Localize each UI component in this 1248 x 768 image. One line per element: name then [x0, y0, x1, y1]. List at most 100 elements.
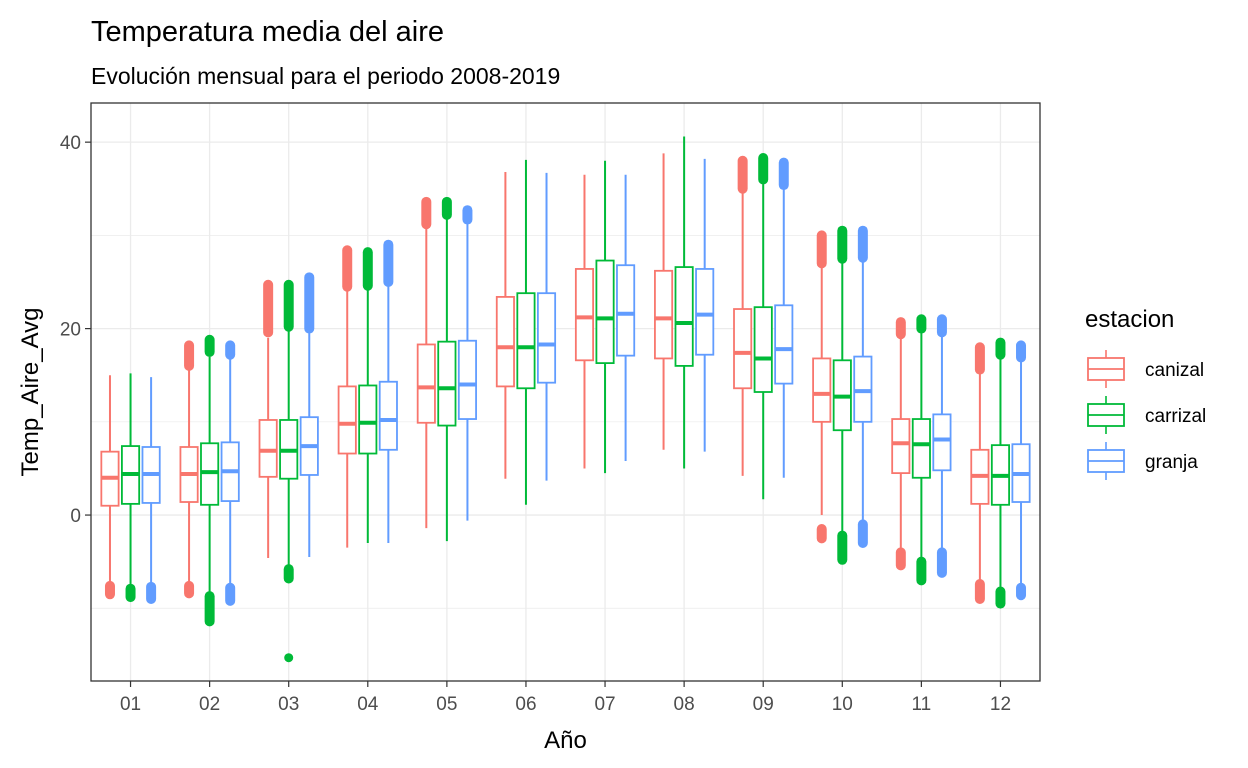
x-tick-label: 06	[515, 694, 536, 715]
chart-subtitle: Evolución mensual para el periodo 2008-2…	[91, 63, 560, 89]
x-axis-title: Año	[544, 727, 587, 754]
box-iqr	[378, 380, 398, 451]
x-tick-label: 09	[753, 694, 774, 715]
outlier-points	[146, 581, 157, 604]
panel-border	[90, 102, 1041, 682]
outlier-points	[816, 524, 827, 544]
outlier-points	[225, 340, 236, 360]
outlier-points	[816, 230, 827, 269]
box-iqr	[695, 268, 715, 356]
outlier-points	[383, 239, 394, 287]
series-carrizal	[121, 136, 1010, 663]
outlier-points	[778, 157, 789, 191]
series-canizal	[100, 153, 990, 604]
box-iqr	[337, 385, 357, 455]
box-iqr	[516, 292, 536, 390]
x-tick-label: 08	[674, 694, 695, 715]
series-granja	[141, 157, 1031, 606]
legend-label: carrizal	[1145, 406, 1206, 427]
box-iqr	[774, 304, 794, 385]
outlier-points	[283, 564, 294, 584]
outlier-points	[441, 196, 452, 220]
box-iqr	[911, 418, 931, 479]
outlier-points	[737, 155, 748, 194]
outlier-points	[974, 342, 985, 375]
box-iqr	[595, 259, 615, 364]
outlier-points	[895, 317, 906, 340]
outlier-points	[936, 314, 947, 338]
outlier-points	[421, 196, 432, 230]
outlier-points	[204, 334, 215, 357]
outlier-points	[837, 225, 848, 264]
outlier-points	[974, 579, 985, 604]
box-iqr	[616, 264, 636, 357]
outlier-points	[1016, 340, 1027, 363]
y-tick-label: 20	[60, 320, 81, 341]
outlier-points	[995, 586, 1006, 609]
y-axis: 0 20 40	[60, 133, 91, 527]
box-iqr	[258, 419, 278, 478]
x-tick-label: 03	[278, 694, 299, 715]
legend-key-granja	[1086, 442, 1126, 480]
outlier-points	[837, 530, 848, 565]
outlier-points	[225, 582, 236, 606]
x-tick-label: 02	[199, 694, 220, 715]
outlier-points	[758, 153, 769, 185]
box-iqr	[437, 340, 457, 427]
box-iqr	[457, 339, 477, 420]
x-tick-label: 04	[357, 694, 379, 715]
outlier-points	[995, 337, 1006, 360]
outlier-points	[104, 580, 115, 600]
panel-background	[91, 103, 1040, 681]
outlier-points	[283, 279, 294, 332]
box-iqr	[674, 266, 694, 367]
outlier-points	[204, 591, 215, 627]
box-iqr	[753, 306, 773, 393]
box-iqr	[891, 418, 911, 475]
outlier-points	[936, 547, 947, 578]
box-iqr	[733, 308, 753, 390]
outlier-points	[1016, 582, 1027, 601]
plot-panel	[90, 102, 1041, 682]
x-tick-label: 11	[912, 694, 932, 715]
x-tick-label: 10	[832, 694, 853, 715]
legend-label: canizal	[1145, 360, 1204, 381]
box-iqr	[536, 292, 557, 384]
outlier-points	[362, 247, 373, 291]
chart-title: Temperatura media del aire	[91, 16, 444, 48]
outlier-point	[284, 653, 294, 663]
y-tick-label: 40	[60, 133, 81, 154]
outlier-points	[916, 556, 927, 586]
box-series	[100, 136, 1031, 663]
legend-key-canizal	[1086, 350, 1126, 388]
outlier-points	[184, 340, 195, 371]
y-tick-label: 0	[70, 506, 81, 527]
outlier-points	[184, 580, 195, 599]
legend-label: granja	[1145, 452, 1198, 473]
box-iqr	[654, 269, 674, 360]
outlier-points	[916, 314, 927, 334]
box-iqr	[932, 413, 952, 472]
box-iqr	[358, 384, 378, 455]
x-axis: 01 02 03 04 05 06 07 08 09 10 11 12	[120, 681, 1011, 715]
outlier-points	[895, 547, 906, 571]
x-tick-label: 07	[594, 694, 615, 715]
outlier-points	[857, 519, 868, 549]
outlier-points	[462, 205, 473, 225]
box-iqr	[812, 357, 832, 423]
box-iqr	[495, 296, 515, 388]
legend-key-carrizal	[1086, 396, 1126, 434]
outlier-points	[304, 272, 315, 334]
legend: estacion canizal carrizal granja	[1085, 306, 1206, 480]
x-tick-label: 01	[120, 694, 141, 715]
outlier-points	[263, 279, 274, 338]
outlier-points	[342, 245, 353, 292]
x-tick-label: 12	[990, 694, 1011, 715]
outlier-points	[857, 225, 868, 263]
legend-title: estacion	[1085, 306, 1174, 333]
x-tick-label: 05	[436, 694, 457, 715]
box-iqr	[574, 268, 595, 362]
box-iqr	[416, 343, 436, 424]
y-axis-title: Temp_Aire_Avg	[17, 308, 44, 477]
